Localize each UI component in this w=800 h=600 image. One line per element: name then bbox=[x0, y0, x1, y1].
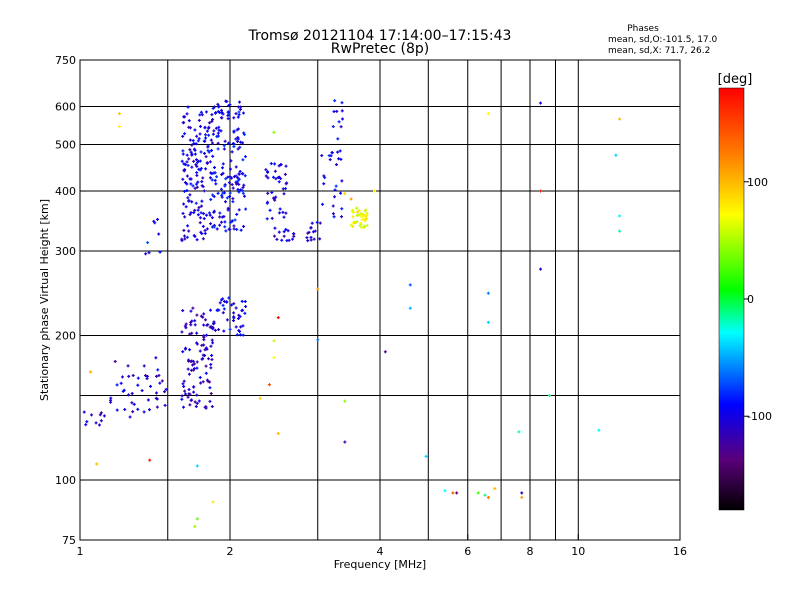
stats-o-line: mean, sd,O:-101.5, 17.0 bbox=[608, 35, 718, 45]
y-tick-label: 75 bbox=[62, 534, 76, 547]
x-tick-label: 8 bbox=[527, 545, 534, 558]
x-axis-ticks: 1 2 4 6 8 10 16 bbox=[77, 534, 687, 558]
colorbar-tick-label: 100 bbox=[747, 176, 768, 189]
colorbar bbox=[718, 87, 745, 511]
colorbar-label: [deg] bbox=[718, 72, 753, 87]
x-tick-label: 4 bbox=[377, 545, 384, 558]
chart-subtitle: RwPretec (8p) bbox=[331, 41, 429, 57]
grid-lines bbox=[80, 60, 680, 540]
y-tick-label: 500 bbox=[55, 139, 76, 152]
y-tick-label: 300 bbox=[55, 245, 76, 258]
y-tick-label: 400 bbox=[55, 185, 76, 198]
y-tick-label: 100 bbox=[55, 474, 76, 487]
x-tick-label: 1 bbox=[77, 545, 84, 558]
y-axis-ticks: 75 100 200 300 400 500 600 750 bbox=[55, 54, 86, 547]
x-tick-label: 2 bbox=[227, 545, 234, 558]
colorbar-tick-label: -100 bbox=[747, 410, 772, 423]
x-tick-label: 16 bbox=[673, 545, 687, 558]
x-tick-label: 10 bbox=[571, 545, 585, 558]
x-tick-label: 6 bbox=[464, 545, 471, 558]
x-axis-label: Frequency [MHz] bbox=[334, 558, 426, 571]
y-tick-label: 600 bbox=[55, 101, 76, 114]
y-tick-label: 750 bbox=[55, 54, 76, 67]
stats-header: Phases bbox=[627, 24, 659, 34]
colorbar-ticks: 100 0 -100 bbox=[744, 176, 772, 423]
stats-x-line: mean, sd,X: 71.7, 26.2 bbox=[608, 46, 710, 56]
scatter-points bbox=[82, 99, 622, 529]
y-axis-label: Stationary phase Virtual Height [km] bbox=[38, 199, 51, 401]
y-tick-label: 200 bbox=[55, 330, 76, 343]
chart-title: Tromsø 20121104 17:14:00–17:15:43 bbox=[248, 28, 512, 44]
colorbar-tick-label: 0 bbox=[747, 293, 754, 306]
